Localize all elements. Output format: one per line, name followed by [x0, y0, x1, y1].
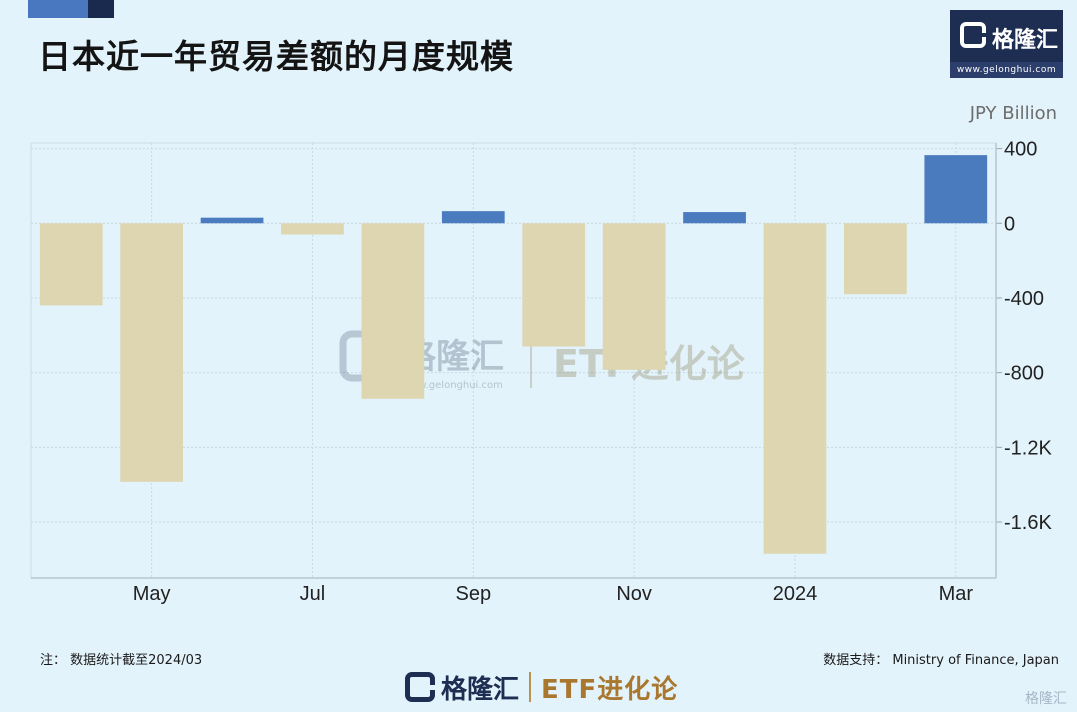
y-tick-label: -1.2K [1004, 437, 1052, 459]
y-tick-label: -800 [1004, 363, 1044, 385]
chart-title: 日本近一年贸易差额的月度规模 [38, 37, 514, 76]
x-tick-label: May [133, 583, 171, 605]
bars [39, 155, 988, 554]
y-tick-label: -400 [1004, 288, 1044, 310]
bar-2023-06 [200, 217, 264, 224]
unit-label: JPY Billion [969, 103, 1057, 124]
axes: 400 0 -400 -800 -1.2K -1.6K May Jul Sep Nov 2024 Ma… [31, 139, 1052, 605]
footer-brand-text: 格隆汇 [441, 674, 520, 705]
footer-separator [529, 672, 532, 702]
footer-brand: 格隆汇 ETF进化论 [405, 668, 678, 706]
bar-2023-12 [683, 212, 746, 224]
bar-2023-11 [602, 223, 666, 370]
bar-2023-07 [281, 223, 344, 235]
bar-2024-02 [844, 223, 907, 295]
bar-2024-01 [763, 223, 827, 554]
bar-2023-10 [522, 223, 586, 347]
footer-brand-tag: ETF进化论 [541, 674, 679, 705]
bar-2024-03 [924, 155, 988, 224]
watermark-url: www.gelonghui.com [402, 380, 503, 391]
logo-brand-text: 格隆汇 [992, 28, 1059, 53]
x-tick-label: Jul [300, 583, 326, 605]
footnote-data-cutoff: 注： 数据统计截至2024/03 [40, 653, 203, 668]
logo-url: www.gelonghui.com [950, 62, 1063, 78]
y-tick-label: 400 [1004, 139, 1037, 161]
footnote-source: 数据支持： Ministry of Finance, Japan [823, 653, 1059, 668]
watermark-separator [530, 328, 532, 388]
x-tick-label: 2024 [773, 583, 818, 605]
bar-2023-04 [39, 223, 103, 306]
corner-watermark: 格隆汇 [1025, 691, 1067, 707]
y-tick-label: -1.6K [1004, 512, 1052, 534]
footer-g-logo-icon [405, 672, 435, 702]
bar-2023-08 [361, 223, 425, 399]
x-tick-label: Sep [455, 583, 491, 605]
g-logo-icon [960, 22, 986, 48]
top-accent-bar [28, 0, 88, 18]
x-tick-label: Mar [939, 583, 974, 605]
top-accent-bar-dark [88, 0, 114, 18]
y-tick-label: 0 [1004, 213, 1015, 235]
bar-2023-09 [441, 211, 505, 224]
x-tick-label: Nov [616, 583, 652, 605]
brand-logo: 格隆汇 www.gelonghui.com [950, 10, 1063, 78]
bar-2023-05 [120, 223, 183, 482]
